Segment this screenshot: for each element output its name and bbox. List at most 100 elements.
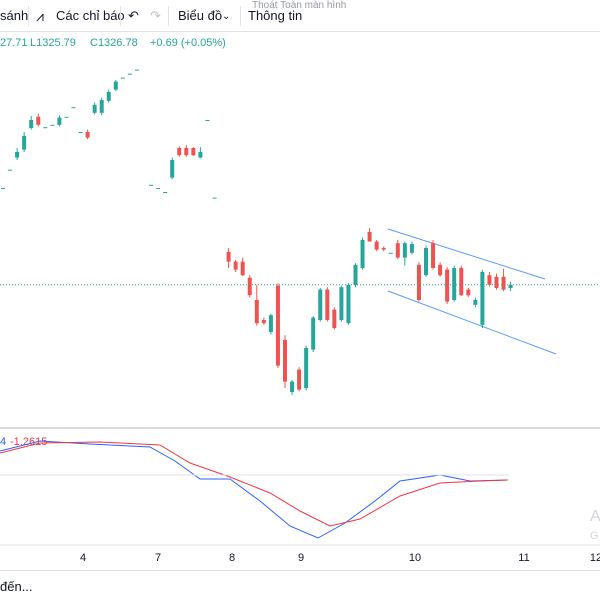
candle-body xyxy=(290,381,295,392)
candle-body xyxy=(22,136,27,150)
candle-body xyxy=(254,300,259,324)
legend-change: +0.69 (+0.05%) xyxy=(150,37,226,49)
candle-body xyxy=(156,188,161,189)
x-tick-label: 12 xyxy=(590,552,600,564)
candle-body xyxy=(71,107,76,109)
candle-body xyxy=(367,232,372,242)
channel-bottom[interactable] xyxy=(387,290,557,355)
candle-body xyxy=(212,197,217,199)
candle-body xyxy=(311,317,316,350)
x-tick-label: 4 xyxy=(80,552,86,564)
candle-body xyxy=(283,340,287,382)
candle-body xyxy=(134,69,139,71)
compare-button[interactable]: sánh xyxy=(0,8,29,23)
candle-body xyxy=(1,188,5,189)
candle-body xyxy=(15,152,20,158)
candle-body xyxy=(113,81,118,90)
candle-body xyxy=(466,289,471,296)
candle-body xyxy=(480,272,485,325)
candle-body xyxy=(50,124,55,126)
candle-body xyxy=(452,268,457,300)
undo-button[interactable]: ↶ xyxy=(128,8,139,23)
legend-low: L1325.79 xyxy=(30,37,76,49)
separator xyxy=(168,6,169,26)
signal-line xyxy=(0,441,509,527)
x-tick-label: 11 xyxy=(518,552,529,564)
candle-body xyxy=(29,120,34,128)
candle-body xyxy=(275,285,280,366)
candle-body xyxy=(360,240,365,268)
x-tick-label: 7 xyxy=(155,552,161,564)
candle-body xyxy=(57,117,62,125)
candle-body xyxy=(431,243,436,268)
candle-body xyxy=(127,73,132,75)
toolbar: sánh ⩘ Các chỉ báo ↶ ↷ Biểu đồ ⌄ Thông t… xyxy=(0,0,600,32)
candle-body xyxy=(191,148,196,156)
candle-body xyxy=(395,243,400,258)
macd-legend: 4 xyxy=(0,436,6,448)
candle-body xyxy=(494,276,499,288)
candle-body xyxy=(226,252,231,262)
candle-body xyxy=(205,120,210,121)
separator xyxy=(120,6,121,26)
indicators-button[interactable]: Các chỉ báo xyxy=(56,8,125,23)
x-tick-label: 8 xyxy=(229,552,235,564)
channel-top[interactable] xyxy=(387,228,546,280)
dropdown-icon: ⌄ xyxy=(222,11,231,22)
candle-body xyxy=(339,287,344,320)
candle-body xyxy=(297,369,302,390)
candle-body xyxy=(353,264,358,285)
x-tick-label: 9 xyxy=(298,552,304,564)
candle-body xyxy=(64,116,69,118)
candle-body xyxy=(198,152,203,158)
candle-body xyxy=(78,132,83,133)
candle-body xyxy=(459,268,464,296)
candle-body xyxy=(424,248,428,276)
candle-body xyxy=(8,169,13,171)
watermark: A xyxy=(590,508,600,525)
candle-body xyxy=(92,104,97,113)
candle-body xyxy=(508,284,513,288)
candle-body xyxy=(120,77,125,79)
candle-body xyxy=(163,192,168,193)
candle-body xyxy=(170,160,175,178)
chart: 27.71 L1325.79 C1326.78 +0.69 (+0.05%) 4… xyxy=(0,37,600,564)
candle-body xyxy=(332,309,337,328)
candle-body xyxy=(346,284,351,324)
tooltip: Thoát Toàn màn hình xyxy=(252,0,347,11)
x-tick-label: 10 xyxy=(409,552,421,564)
indicator-icon: ⩘ xyxy=(36,8,44,24)
redo-button[interactable]: ↷ xyxy=(150,8,161,23)
legend-close: C1326.78 xyxy=(90,37,138,49)
separator xyxy=(28,6,29,26)
candle-body xyxy=(304,348,309,388)
footer: đến... xyxy=(0,570,600,600)
candle-body xyxy=(325,289,330,320)
separator xyxy=(240,6,241,26)
candle-body xyxy=(388,252,393,254)
candle-body xyxy=(85,132,90,138)
candle-body xyxy=(501,276,506,290)
macd-legend: -1.2615 xyxy=(10,436,47,448)
candle-body xyxy=(261,320,266,324)
candle-body xyxy=(318,289,323,320)
chart-button[interactable]: Biểu đồ xyxy=(178,8,223,23)
candle-body xyxy=(184,148,189,156)
legend-open: 27.71 xyxy=(0,37,28,49)
candle-body xyxy=(445,269,450,302)
candle-body xyxy=(402,243,407,258)
candle-body xyxy=(268,315,273,332)
candle-body xyxy=(43,127,48,129)
info-button[interactable]: Thông tin xyxy=(248,8,303,23)
candle-body xyxy=(233,261,238,270)
candle-body xyxy=(487,275,492,285)
footer-text: đến... xyxy=(0,579,33,594)
candle-body xyxy=(473,300,478,305)
candle-body xyxy=(438,264,443,276)
candle-body xyxy=(106,92,111,101)
candle-body xyxy=(374,241,379,250)
candle-body xyxy=(99,100,104,113)
candle-body xyxy=(36,116,41,125)
watermark: G xyxy=(590,530,599,542)
